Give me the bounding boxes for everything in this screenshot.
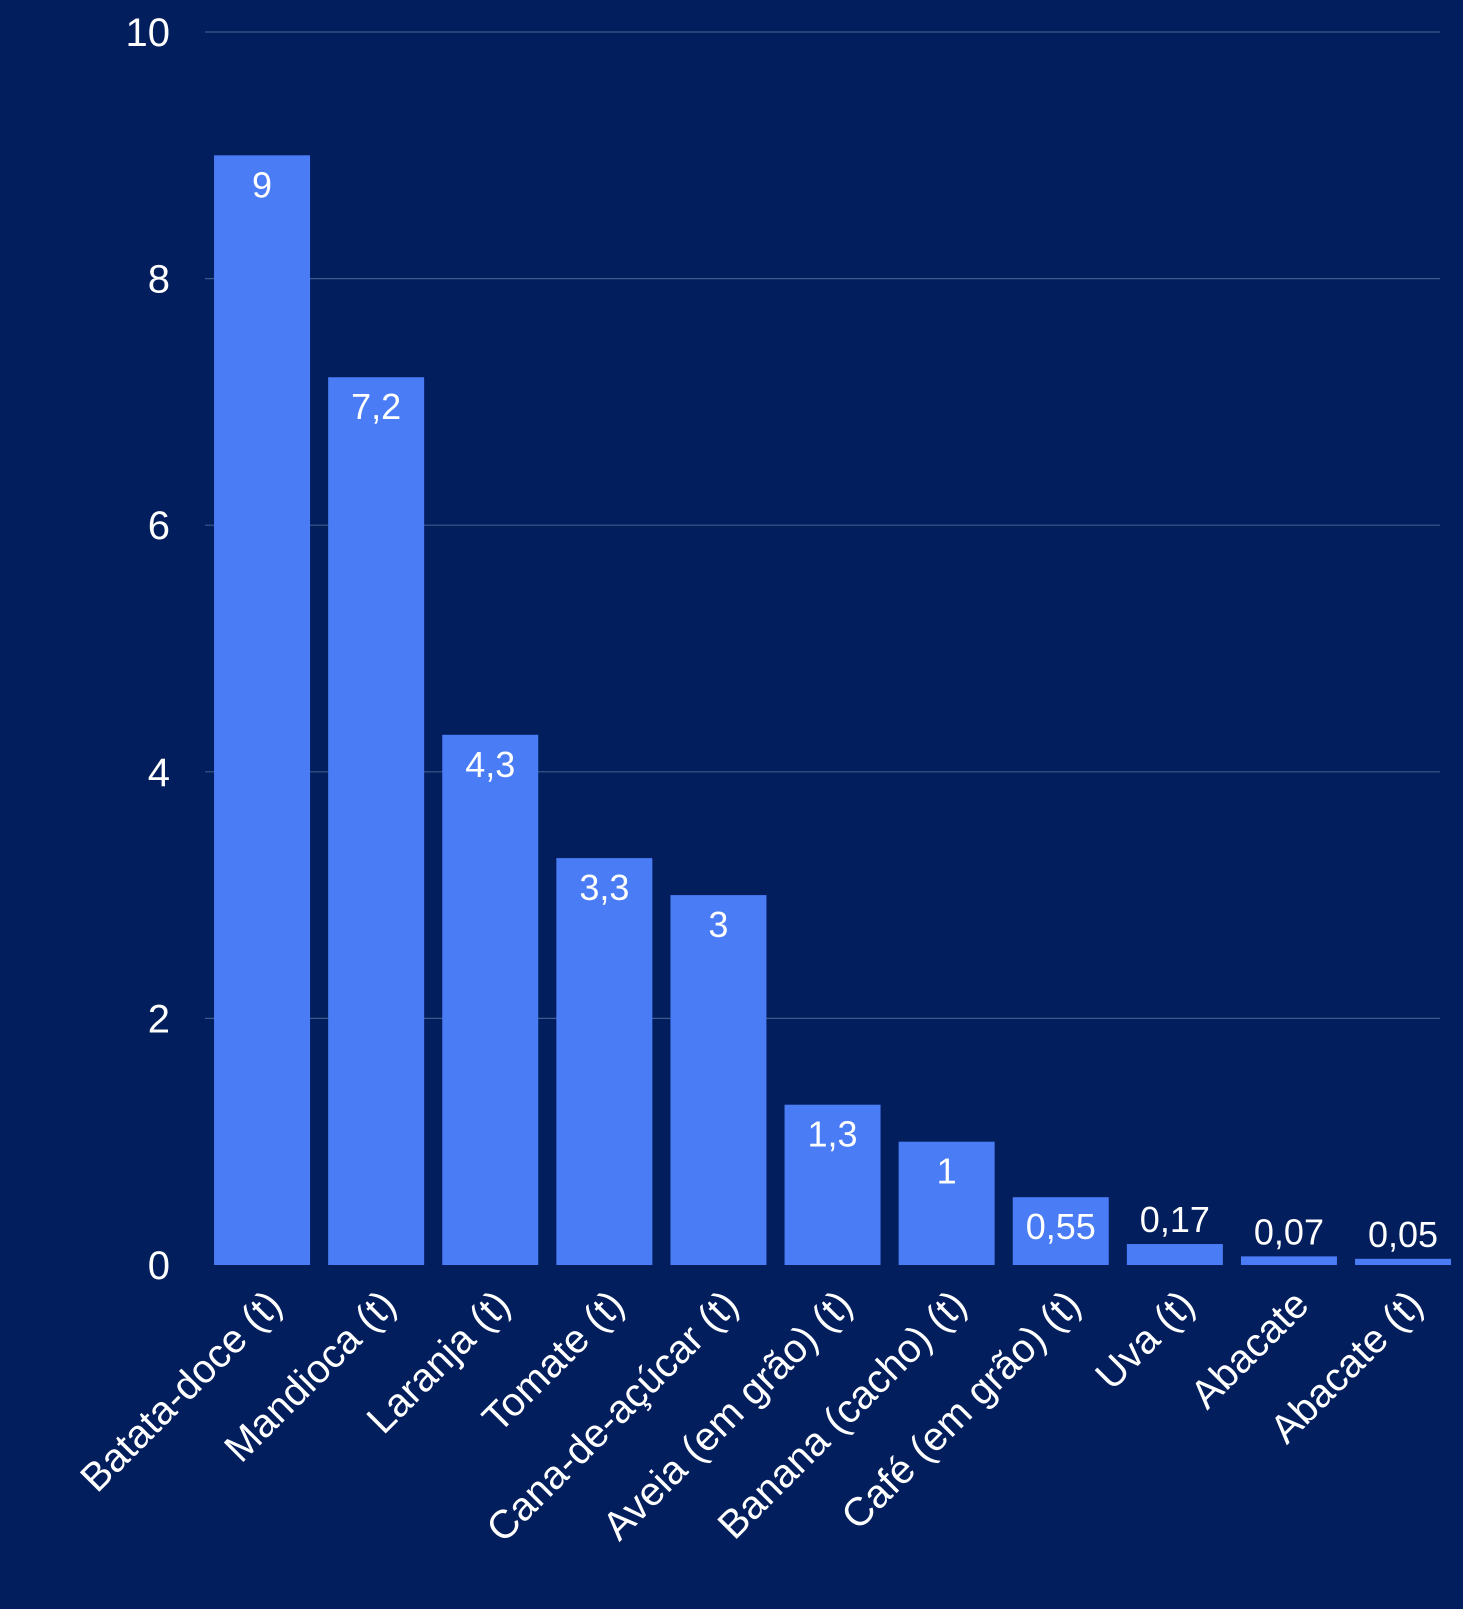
y-tick-label: 10 [126,11,171,55]
bar [1355,1258,1452,1265]
bar [556,858,653,1265]
data-label: 3 [708,904,728,945]
data-label: 1,3 [808,1114,858,1155]
data-label: 0,17 [1140,1199,1210,1240]
y-tick-label: 0 [148,1244,170,1288]
bar [1012,1197,1109,1265]
bar [898,1141,995,1265]
data-label: 7,2 [351,386,401,427]
bar [1240,1256,1337,1265]
bar [1126,1244,1223,1265]
data-label: 3,3 [579,867,629,908]
bar [442,734,539,1265]
data-label: 9 [252,164,272,205]
data-label: 4,3 [465,744,515,785]
data-label: 1 [937,1151,957,1192]
bar [214,155,311,1265]
y-tick-label: 2 [148,997,170,1041]
data-label: 0,05 [1368,1214,1438,1255]
bar [328,377,425,1265]
x-tick-label: Uva (t) [1087,1282,1203,1398]
bar [670,895,767,1265]
data-label: 0,55 [1026,1206,1096,1247]
x-axis: Batata-doce (t)Mandioca (t)Laranja (t)To… [72,1282,1431,1550]
x-tick-label: Batata-doce (t) [72,1282,290,1500]
y-tick-label: 6 [148,504,170,548]
data-labels: 9 7,2 4,3 3,3 3 1,3 1 0,55 0,17 0,07 0,05 [252,164,1438,1255]
y-tick-label: 8 [148,258,170,302]
y-tick-label: 4 [148,751,170,795]
y-axis: 0 2 4 6 8 10 [126,11,171,1288]
bar [784,1104,881,1265]
data-label: 0,07 [1254,1211,1324,1252]
bars [214,155,1452,1265]
